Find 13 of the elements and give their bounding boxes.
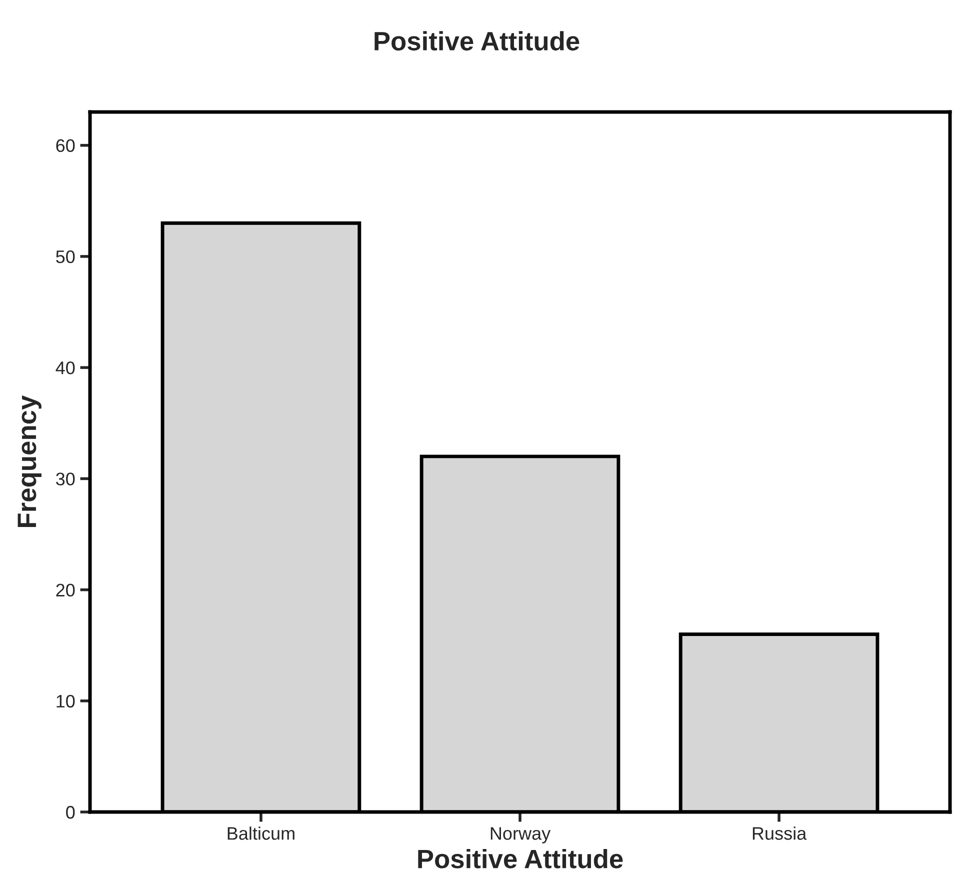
y-tick-label: 0 bbox=[66, 806, 75, 819]
y-tick-label: 40 bbox=[56, 361, 75, 374]
y-tick-label: 10 bbox=[56, 694, 75, 708]
y-tick-label: 60 bbox=[56, 139, 75, 152]
y-axis-title: Frequency bbox=[18, 395, 42, 527]
chart-title: Positive Attitude bbox=[374, 31, 580, 51]
x-tick-label: Norway bbox=[490, 827, 551, 844]
y-tick-label: 50 bbox=[56, 250, 75, 264]
y-tick-label: 20 bbox=[56, 584, 75, 596]
y-tick-label: 30 bbox=[56, 472, 75, 486]
x-tick-label: Russia bbox=[752, 826, 807, 840]
x-axis-title: Positive Attitude bbox=[418, 848, 623, 868]
x-tick-label: Balticum bbox=[228, 826, 294, 840]
